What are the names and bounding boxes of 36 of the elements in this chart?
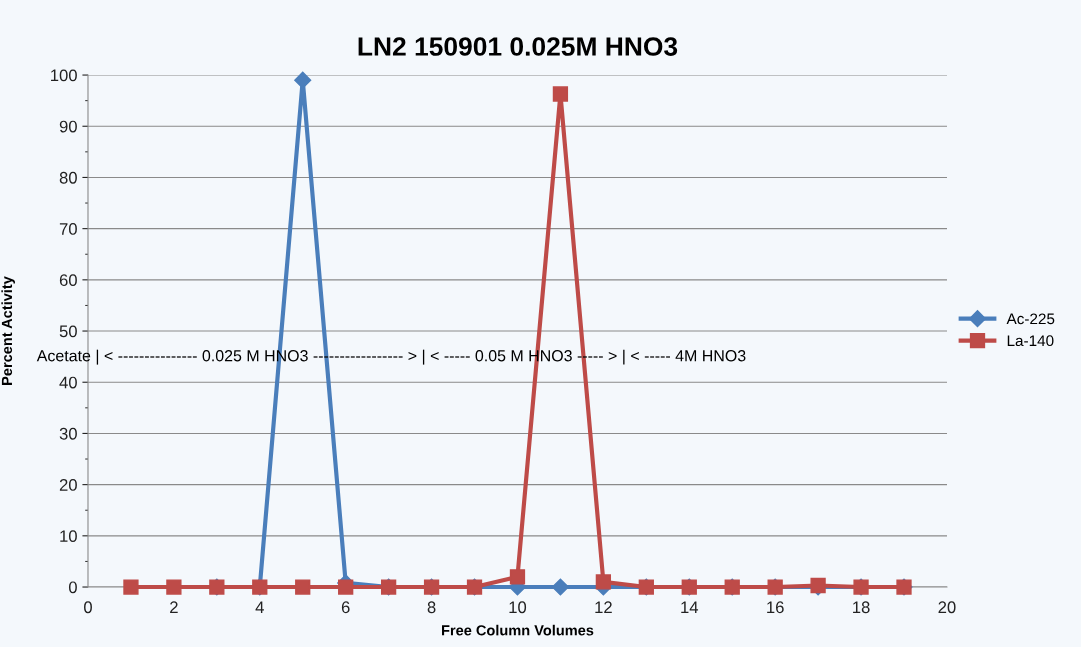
y-axis-title: Percent Activity bbox=[1, 276, 15, 385]
x-axis-title: Free Column Volumes bbox=[442, 624, 594, 636]
y-tick-label: 70 bbox=[59, 223, 77, 235]
point bbox=[551, 578, 569, 596]
point bbox=[509, 569, 526, 585]
y-tick-label: 60 bbox=[59, 274, 77, 287]
point bbox=[338, 579, 354, 595]
point bbox=[552, 86, 569, 102]
x-tick-label: 16 bbox=[767, 601, 784, 614]
x-tick-label: 6 bbox=[341, 601, 350, 614]
x-tick-label: 14 bbox=[681, 601, 699, 613]
chart-title: LN2 150901 0.025M HNO3 bbox=[358, 37, 678, 56]
y-tick-label: 10 bbox=[60, 530, 77, 543]
y-tick-label: 20 bbox=[59, 479, 77, 491]
x-tick-label: 10 bbox=[509, 601, 527, 614]
y-tick-label: 100 bbox=[51, 69, 77, 82]
legend-label: Ac-225 bbox=[1006, 313, 1055, 325]
point bbox=[166, 579, 182, 595]
x-tick-label: 8 bbox=[427, 601, 436, 614]
point bbox=[595, 574, 612, 590]
y-tick-label: 0 bbox=[68, 581, 77, 594]
y-tick-label: 40 bbox=[59, 376, 77, 389]
y-tick-label: 80 bbox=[59, 171, 77, 184]
x-tick-label: 4 bbox=[255, 601, 264, 613]
y-tick-label: 30 bbox=[59, 427, 77, 440]
point bbox=[295, 579, 311, 595]
legend-label: La-140 bbox=[1007, 335, 1054, 347]
point bbox=[123, 579, 139, 595]
x-tick-label: 20 bbox=[938, 601, 956, 614]
x-tick-label: 18 bbox=[853, 601, 870, 614]
x-tick-label: 2 bbox=[170, 601, 178, 613]
y-tick-label: 90 bbox=[59, 120, 77, 133]
point bbox=[294, 71, 312, 89]
y-tick-label: 50 bbox=[59, 325, 77, 338]
x-tick-label: 0 bbox=[84, 601, 92, 614]
x-tick-label: 12 bbox=[595, 601, 612, 613]
